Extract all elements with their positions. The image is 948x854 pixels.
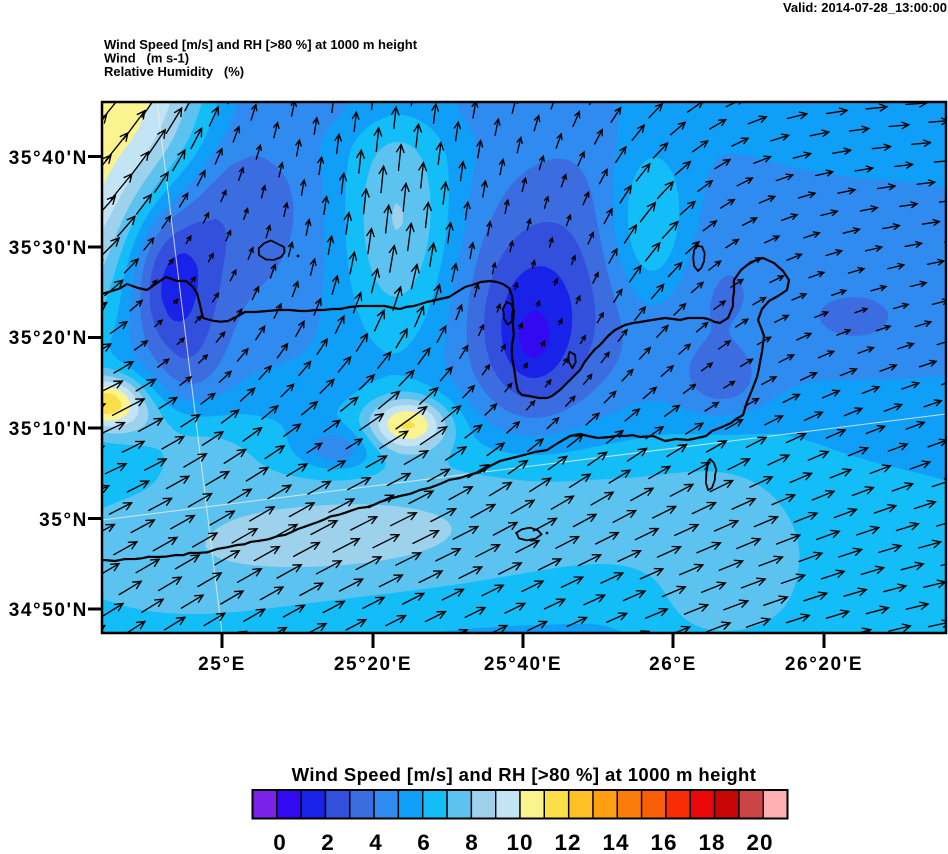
svg-text:25°40'E: 25°40'E <box>484 654 562 675</box>
svg-text:Wind Speed [m/s] and RH [>80 %: Wind Speed [m/s] and RH [>80 %] at 1000 … <box>292 764 757 785</box>
svg-text:26°20'E: 26°20'E <box>785 654 863 675</box>
svg-text:6: 6 <box>417 830 431 854</box>
svg-text:8: 8 <box>465 830 479 854</box>
svg-text:12: 12 <box>554 830 581 854</box>
svg-text:18: 18 <box>698 830 725 854</box>
svg-text:Wind Speed [m/s] and RH [>80 %: Wind Speed [m/s] and RH [>80 %] at 1000 … <box>104 37 418 52</box>
svg-text:16: 16 <box>650 830 677 854</box>
svg-text:Wind (m s-1): Wind (m s-1) <box>104 51 189 66</box>
svg-text:4: 4 <box>369 830 383 854</box>
svg-text:35°10'N: 35°10'N <box>9 419 88 440</box>
svg-text:35°N: 35°N <box>39 510 88 531</box>
svg-text:35°30'N: 35°30'N <box>9 238 88 259</box>
svg-text:0: 0 <box>273 830 287 854</box>
svg-text:2: 2 <box>321 830 335 854</box>
svg-text:35°20'N: 35°20'N <box>9 328 88 349</box>
svg-text:34°50'N: 34°50'N <box>9 600 88 621</box>
svg-text:25°20'E: 25°20'E <box>334 654 412 675</box>
svg-text:25°E: 25°E <box>198 654 246 675</box>
svg-text:10: 10 <box>506 830 533 854</box>
svg-text:35°40'N: 35°40'N <box>9 148 88 169</box>
svg-text:20: 20 <box>746 830 773 854</box>
svg-text:26°E: 26°E <box>649 654 697 675</box>
svg-text:Valid: 2014-07-28_13:00:00: Valid: 2014-07-28_13:00:00 <box>783 0 947 15</box>
svg-text:14: 14 <box>602 830 629 854</box>
svg-text:Relative Humidity (%): Relative Humidity (%) <box>104 64 244 79</box>
